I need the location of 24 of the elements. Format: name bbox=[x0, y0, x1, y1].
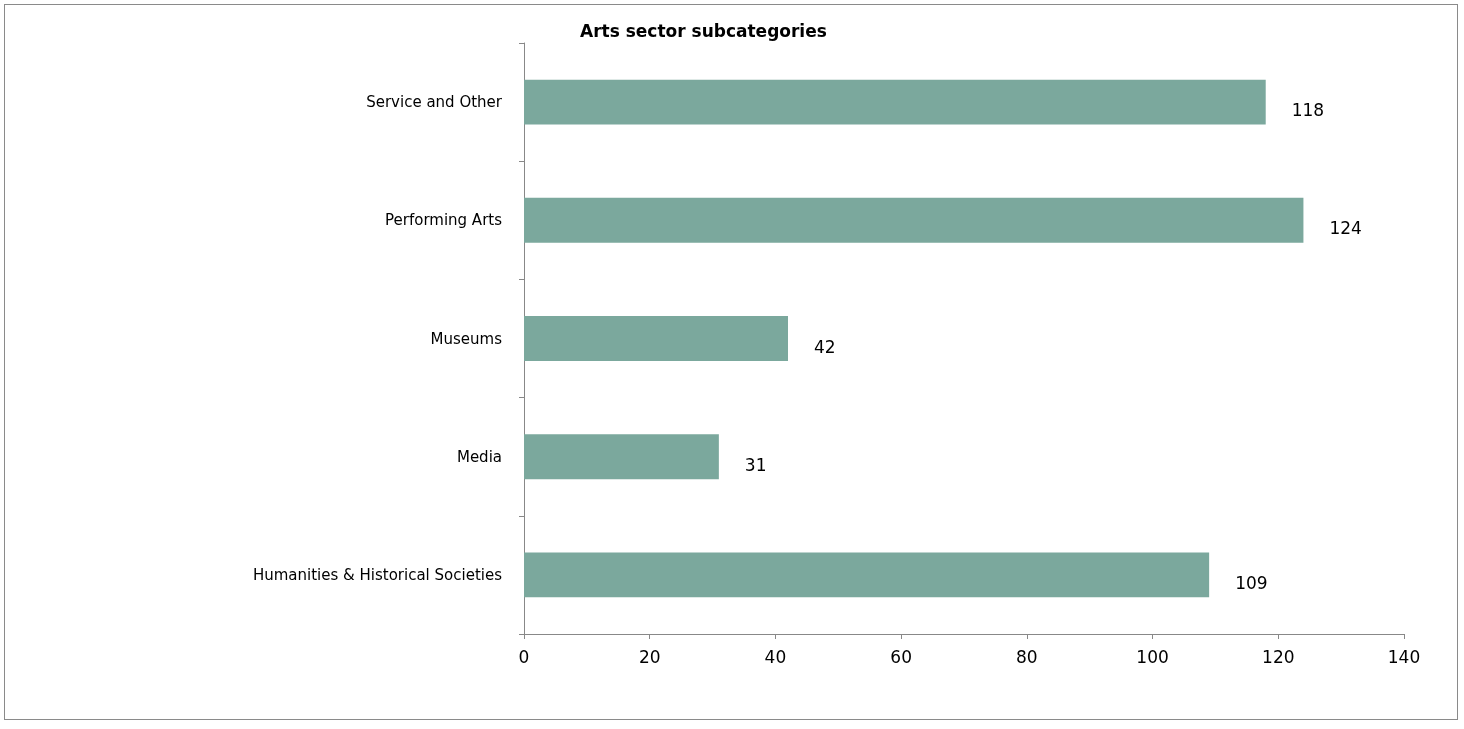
x-tick-label: 0 bbox=[518, 646, 530, 667]
y-tick-label: Museums bbox=[430, 329, 503, 348]
x-tick-label: 100 bbox=[1136, 646, 1169, 667]
data-label: 124 bbox=[1329, 218, 1362, 239]
bar bbox=[524, 79, 1266, 125]
x-tick-label: 40 bbox=[764, 646, 787, 667]
x-tick-label: 140 bbox=[1387, 646, 1421, 667]
bar bbox=[524, 552, 1210, 598]
x-tick-label: 80 bbox=[1016, 646, 1038, 667]
y-tick-label: Service and Other bbox=[366, 93, 503, 112]
x-tick-label: 60 bbox=[890, 646, 912, 667]
x-tick-label: 120 bbox=[1262, 646, 1295, 667]
data-label: 31 bbox=[744, 454, 767, 475]
bar bbox=[524, 434, 719, 480]
x-tick-label: 20 bbox=[638, 646, 661, 667]
bar bbox=[524, 316, 788, 361]
y-tick-label: Performing Arts bbox=[385, 211, 503, 230]
y-tick-label: Humanities & Historical Societies bbox=[252, 565, 503, 584]
data-label: 42 bbox=[814, 336, 836, 357]
data-label: 109 bbox=[1235, 572, 1268, 593]
data-label: 118 bbox=[1291, 100, 1325, 121]
y-tick-label: Media bbox=[456, 447, 502, 466]
bar bbox=[524, 197, 1304, 243]
chart-title: Arts sector subcategories bbox=[580, 20, 827, 41]
